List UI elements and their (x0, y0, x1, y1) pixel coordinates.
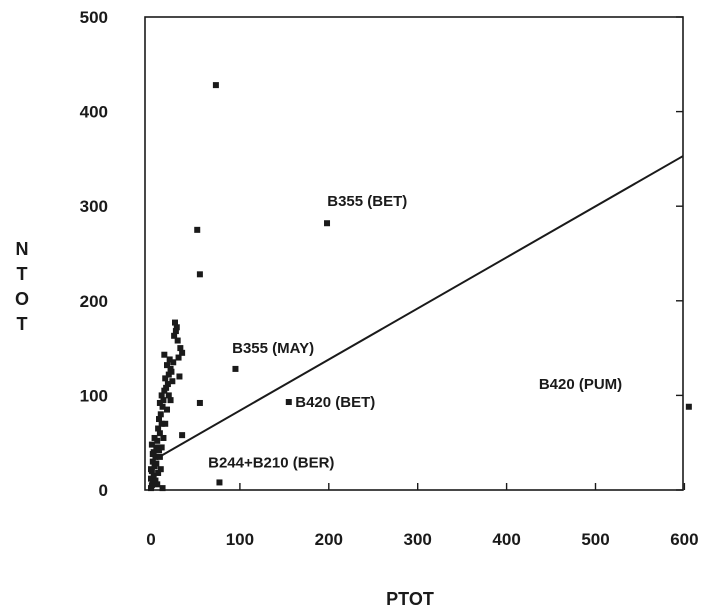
y-tick-label: 0 (99, 481, 108, 500)
data-point (152, 477, 159, 484)
data-points (148, 82, 692, 492)
data-point (155, 469, 162, 476)
y-tick-label: 200 (80, 292, 108, 311)
data-point (165, 392, 172, 399)
y-tick-label: 300 (80, 197, 108, 216)
x-tick-label: 300 (404, 530, 432, 549)
plot-frame (144, 16, 684, 491)
x-tick-label: 600 (670, 530, 698, 549)
data-point (232, 365, 239, 372)
data-point (172, 319, 179, 326)
point-annotation: B244+B210 (BER) (208, 454, 334, 471)
plot-area (144, 16, 684, 491)
data-point (159, 403, 166, 410)
data-point (179, 349, 186, 356)
data-point (155, 425, 162, 432)
regression-line (150, 155, 684, 463)
data-point (173, 324, 180, 331)
data-point (168, 368, 175, 375)
data-point (156, 430, 163, 437)
data-point (160, 397, 167, 404)
data-point (163, 384, 170, 391)
data-point (162, 375, 169, 382)
data-point (175, 354, 182, 361)
data-point (156, 416, 163, 423)
y-tick-label: 400 (80, 103, 108, 122)
x-tick-label: 0 (146, 530, 155, 549)
point-annotation: B420 (BET) (295, 394, 375, 411)
data-point (179, 432, 186, 439)
data-point (148, 466, 154, 473)
data-point (196, 271, 203, 278)
data-point (169, 378, 176, 385)
data-point (171, 332, 178, 339)
data-point (161, 351, 168, 358)
data-point (177, 345, 184, 352)
data-point (153, 460, 160, 467)
data-point (196, 399, 203, 406)
x-tick-label: 200 (315, 530, 343, 549)
data-point (324, 220, 331, 227)
data-point (157, 466, 164, 473)
data-point (685, 403, 692, 410)
data-point (172, 328, 179, 335)
y-tick-label: 100 (80, 386, 108, 405)
data-point (174, 337, 181, 344)
data-point (148, 441, 155, 448)
data-point (194, 226, 201, 233)
point-annotation: B355 (BET) (327, 193, 407, 210)
x-tick-label: 100 (226, 530, 254, 549)
x-tick-label: 500 (581, 530, 609, 549)
data-point (151, 434, 158, 441)
point-annotation: B355 (MAY) (232, 340, 314, 357)
data-point (150, 472, 157, 479)
x-tick-label: 400 (492, 530, 520, 549)
data-point (212, 82, 219, 89)
data-point (160, 434, 167, 441)
data-point (285, 399, 292, 406)
annotations: B355 (BET) B355 (MAY) B420 (BET) B244+B210 … (208, 193, 622, 471)
data-point (159, 485, 166, 492)
x-axis-label: PTOT (386, 589, 434, 609)
data-point (164, 362, 171, 369)
data-point (158, 392, 165, 399)
data-point (166, 356, 173, 363)
data-point (158, 444, 165, 451)
data-point (164, 406, 171, 413)
data-point (149, 451, 156, 458)
data-point (167, 397, 174, 404)
data-point (176, 373, 183, 380)
data-point (170, 359, 177, 366)
y-tick-label: 500 (80, 8, 108, 27)
data-point (162, 420, 169, 427)
y-axis: 0 100 200 300 400 500 (80, 8, 683, 500)
point-annotation: B420 (PUM) (539, 376, 622, 393)
data-point (156, 399, 163, 406)
data-point (154, 481, 161, 488)
data-point (164, 381, 171, 388)
data-point (158, 420, 165, 427)
data-point (216, 479, 223, 486)
x-axis: 0 100 200 300 400 500 600 (146, 483, 699, 549)
data-point (157, 411, 164, 418)
